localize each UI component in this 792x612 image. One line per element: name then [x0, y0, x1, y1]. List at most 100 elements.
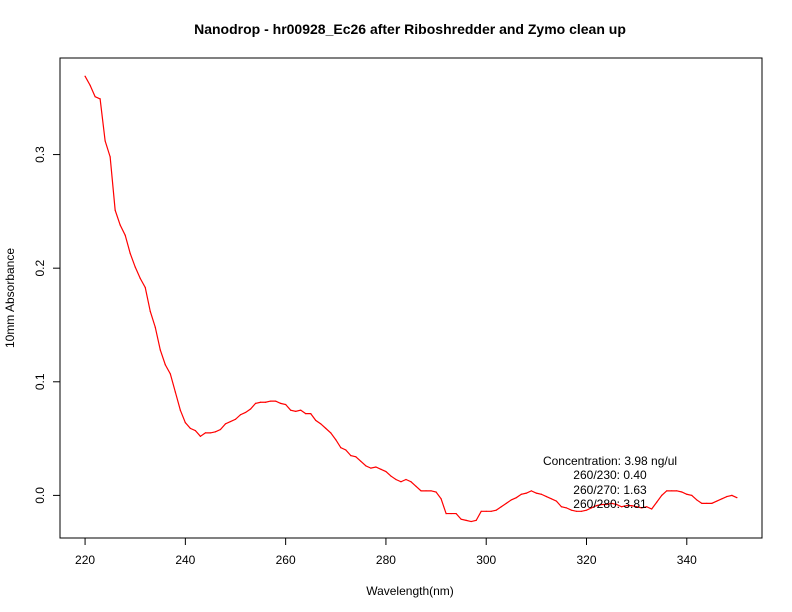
data-point	[94, 96, 96, 98]
data-point	[595, 505, 598, 507]
data-point	[119, 224, 121, 226]
data-point	[380, 468, 382, 470]
data-point	[490, 510, 492, 512]
x-tick-label: 240	[175, 553, 195, 567]
data-point	[671, 490, 673, 492]
data-point	[270, 400, 272, 402]
data-point	[370, 467, 372, 469]
data-point	[721, 498, 723, 500]
x-tick-label: 340	[677, 553, 697, 567]
data-point	[99, 98, 101, 100]
data-point	[375, 466, 377, 468]
data-point	[515, 497, 517, 499]
data-point	[470, 520, 472, 523]
data-point	[585, 509, 588, 511]
data-point	[134, 266, 136, 268]
data-point	[615, 503, 618, 506]
plot-frame	[59, 57, 763, 539]
data-point	[465, 519, 467, 521]
data-point	[565, 507, 568, 509]
x-tick-label: 320	[576, 553, 596, 567]
data-point	[711, 502, 713, 504]
x-axis: 220 240 260 280 300 320 340	[75, 538, 697, 567]
data-point	[450, 512, 452, 515]
data-point	[330, 432, 332, 434]
annotation-concentration: Concentration: 3.98 ng/ul	[543, 454, 677, 468]
y-axis-label: 10mm Absorbance	[3, 248, 17, 348]
data-point	[445, 512, 447, 515]
data-point	[124, 234, 126, 236]
data-point	[169, 373, 171, 375]
data-point	[365, 465, 367, 467]
data-point	[239, 414, 242, 416]
annotation-ratio-270: 260/270: 1.63	[573, 483, 647, 497]
x-tick-label: 260	[276, 553, 296, 567]
data-point	[204, 432, 207, 434]
annotation-ratio-230: 260/230: 0.40	[573, 468, 647, 482]
data-point	[736, 497, 738, 499]
data-point	[290, 409, 292, 411]
data-point	[726, 495, 728, 498]
data-point	[305, 412, 307, 415]
data-point	[184, 422, 186, 424]
data-point	[605, 503, 608, 506]
data-point	[410, 481, 412, 483]
data-point	[430, 490, 432, 492]
data-point	[109, 156, 111, 158]
data-point	[590, 507, 593, 509]
y-tick-label: 0.3	[33, 146, 47, 163]
data-point	[335, 439, 337, 441]
data-point	[560, 506, 563, 508]
x-tick-label: 280	[376, 553, 396, 567]
data-point	[626, 505, 628, 507]
data-point	[174, 391, 176, 393]
data-point	[144, 286, 146, 289]
data-point	[164, 364, 166, 366]
data-point	[209, 432, 212, 434]
data-point	[295, 410, 297, 412]
data-point	[249, 408, 252, 410]
data-point	[661, 494, 663, 496]
data-point	[285, 403, 287, 406]
x-tick-label: 220	[75, 553, 95, 567]
y-tick-label: 0.1	[33, 373, 47, 390]
data-point	[84, 75, 86, 77]
data-point	[520, 493, 522, 495]
data-point	[545, 495, 547, 498]
data-point	[395, 478, 397, 481]
data-point	[129, 252, 131, 255]
x-axis-label: Wavelength(nm)	[366, 584, 454, 598]
data-point	[540, 493, 542, 495]
data-point	[385, 470, 387, 473]
data-point	[280, 402, 282, 404]
data-point	[570, 509, 573, 511]
data-point	[460, 518, 462, 520]
data-point	[580, 510, 583, 512]
x-tick-label: 300	[476, 553, 496, 567]
chart-title: Nanodrop - hr00928_Ec26 after Riboshredd…	[194, 21, 626, 37]
data-point	[89, 84, 91, 86]
data-point	[641, 507, 643, 509]
data-point	[320, 423, 322, 425]
data-point	[716, 500, 718, 502]
data-point	[234, 418, 237, 420]
data-point	[500, 506, 502, 508]
data-point	[651, 508, 653, 510]
data-point	[681, 491, 683, 493]
data-point	[310, 412, 312, 415]
data-point	[325, 427, 327, 429]
data-point	[495, 509, 497, 511]
data-point	[440, 498, 442, 500]
data-point	[259, 401, 262, 403]
data-point	[224, 423, 227, 425]
data-point	[219, 428, 222, 431]
data-point	[300, 409, 302, 411]
data-point	[631, 505, 633, 507]
data-point	[610, 502, 613, 504]
data-point	[360, 460, 362, 462]
data-point	[405, 478, 407, 481]
data-point	[706, 502, 708, 504]
data-point	[646, 506, 648, 508]
data-point	[229, 420, 232, 423]
